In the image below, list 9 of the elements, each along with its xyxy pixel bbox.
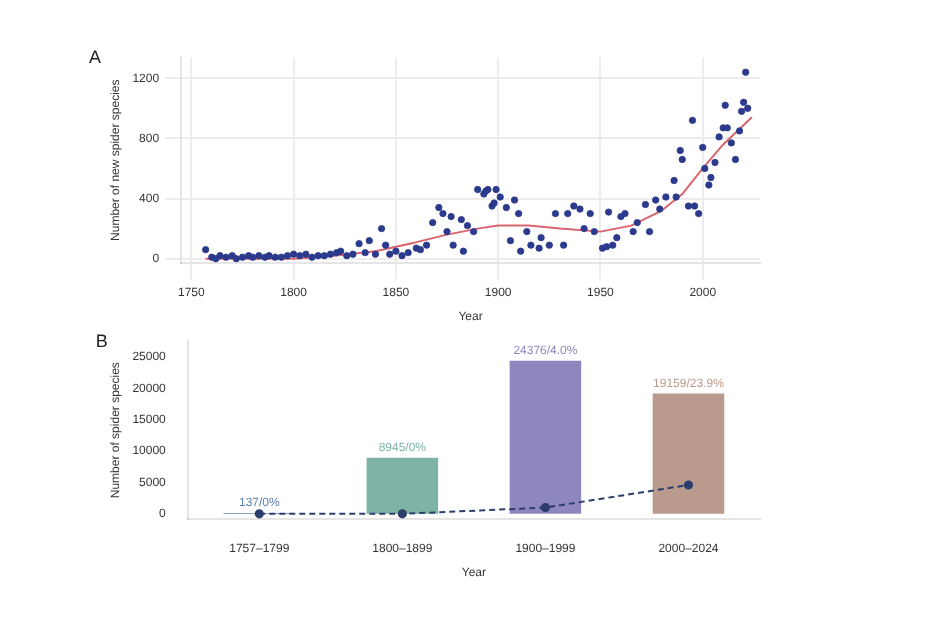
- bar: [652, 393, 725, 514]
- point: [540, 502, 551, 513]
- point: [683, 480, 694, 490]
- bar: [509, 360, 582, 514]
- point: [254, 509, 264, 519]
- chart-title: B: [95, 331, 108, 352]
- chart-title: A: [89, 47, 102, 68]
- bar: [366, 457, 439, 514]
- point: [397, 509, 407, 519]
